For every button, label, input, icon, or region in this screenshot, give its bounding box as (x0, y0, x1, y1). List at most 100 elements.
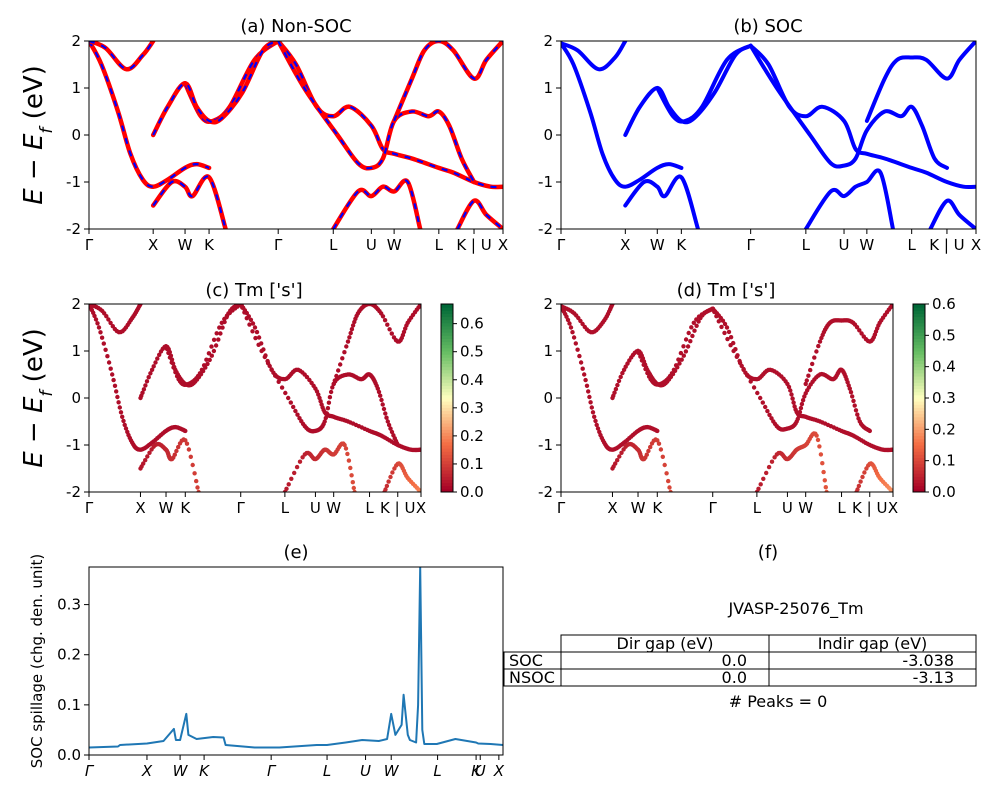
panel-c-dot (195, 485, 200, 490)
panel-d-colorbar-band (913, 454, 925, 459)
panel-c-dot (340, 356, 345, 361)
panel-c-dot (331, 381, 336, 387)
panel-c-dot (198, 372, 204, 377)
panel-d-dot (662, 462, 667, 468)
panel-c-colorbar-band (441, 448, 453, 452)
panel-c-colorbar-band (441, 376, 453, 380)
panel-d-colorbar-band (913, 404, 925, 408)
panel-a-xtick-label: W (387, 236, 402, 254)
panel-c-dot (294, 464, 300, 470)
panel-c-dot (293, 408, 298, 414)
panel-c-colorbar-band (441, 482, 453, 487)
panel-c-dot (265, 361, 271, 366)
panel-d-dot (679, 357, 684, 362)
panel-c-dot (194, 478, 199, 484)
panel-c-colorbar-band (441, 445, 453, 449)
panel-d-colorbar-band (913, 354, 925, 358)
panel-d-xtick-label: Γ (709, 499, 718, 517)
panel-c-frame (88, 303, 422, 493)
panel-b-ytick-label: 0 (543, 126, 553, 144)
gap-table: Dir gap (eV) Indir gap (eV) SOC 0.0 -3.038 NS… (503, 634, 977, 687)
panel-c-dot (209, 353, 214, 358)
panel-d-xtick-label: U (782, 499, 793, 517)
peaks-count: # Peaks = 0 (729, 692, 828, 711)
panel-d-dot (565, 317, 571, 323)
panel-c-colorbar-band (441, 438, 453, 443)
panel-c-colorbar-band (441, 360, 453, 365)
panel-d-colorbar: 0.0 0.1 0.2 0.3 0.4 0.5 0.6 (912, 295, 956, 501)
panel-d-colorbar-band (913, 407, 925, 412)
panel-d-dot (799, 401, 805, 407)
panel-d-dot (756, 486, 761, 491)
panel-b-frame (560, 40, 977, 230)
panel-c-dot (376, 389, 382, 395)
panel-c-dot (256, 335, 262, 340)
panel-c-dot (351, 485, 356, 491)
panel-c-dot (222, 319, 227, 325)
panel-d-colorbar-label: 0.3 (932, 389, 956, 407)
panel-d-frame (560, 303, 894, 493)
panel-c-dot (192, 471, 197, 476)
panel-d-colorbar-band (913, 313, 925, 318)
panel-e-xtick-label: K (471, 762, 482, 780)
panel-c-dot (389, 331, 394, 336)
panel-c-dot (183, 428, 188, 434)
panel-c-dot (216, 337, 221, 342)
panel-c-colorbar-band (441, 488, 453, 493)
panel-c-dot (220, 325, 225, 330)
panel-d-dot (688, 339, 693, 344)
panel-d-dot (676, 357, 681, 362)
panel-d-colorbar-band (913, 416, 925, 421)
panel-d-dot (610, 304, 615, 307)
panel-a-band-0 (89, 41, 212, 189)
panel-d-dot (810, 361, 815, 367)
panel-a-ytick-label: -2 (66, 220, 81, 238)
panel-c-dot (380, 314, 386, 319)
panel-d-colorbar-band (913, 435, 925, 440)
panel-c-dot (95, 321, 100, 326)
panel-d-colorbar-band (913, 376, 925, 380)
panel-c-dot (288, 400, 293, 405)
panel-e-ytick-label: 0.3 (57, 596, 81, 614)
panel-c-colorbar-label: 0.4 (460, 371, 484, 389)
panel-a-band-dash-6 (277, 41, 475, 183)
panel-d-colorbar-label: 0.2 (932, 420, 956, 438)
panel-b-band-6 (748, 43, 949, 170)
panel-c-colorbar-band (441, 485, 453, 490)
panel-d-dot (588, 400, 593, 405)
panel-d-colorbar-band (913, 310, 925, 314)
panel-d-colorbar-band (913, 351, 925, 355)
panel-c-dot (145, 454, 150, 459)
panel-c-dot (148, 371, 153, 376)
panel-d-dot (595, 426, 601, 431)
panel-a-xtick-label: K (204, 236, 215, 254)
panel-b-xtick-label: Γ (746, 236, 755, 254)
panel-c-dot (375, 386, 380, 391)
panel-c-dot (209, 344, 214, 349)
panel-c-dot (146, 375, 151, 380)
panel-c-colorbar-band (441, 429, 453, 433)
panel-c-dot (116, 400, 121, 405)
panel-d-colorbar-band (913, 438, 925, 443)
panel-e-xtick-label: L (433, 762, 441, 780)
panel-d-colorbar-band (913, 341, 925, 346)
panel-d-colorbar-band (913, 372, 925, 377)
panel-d-colorbar-band (913, 466, 925, 471)
panel-c-xtick-label: X (416, 499, 426, 517)
panel-b-xtick-label: K | U (929, 236, 964, 254)
panel-d-dot (741, 366, 746, 372)
panel-d-dot (803, 381, 808, 387)
panel-c-dot (383, 487, 388, 492)
panel-d-colorbar-band (913, 394, 925, 399)
panel-c-dot (342, 350, 347, 355)
panel-e-spillage: (e) SOC spillage (chg. den. unit) 0.0 0.1… (28, 542, 505, 780)
panel-a-band-dash-5 (277, 41, 503, 189)
panel-c-colorbar-band (441, 316, 453, 321)
panel-c-dot (328, 389, 334, 395)
panel-d-dot (615, 458, 620, 463)
panel-c-dot (122, 422, 127, 428)
panel-d-colorbar-band (913, 382, 925, 386)
